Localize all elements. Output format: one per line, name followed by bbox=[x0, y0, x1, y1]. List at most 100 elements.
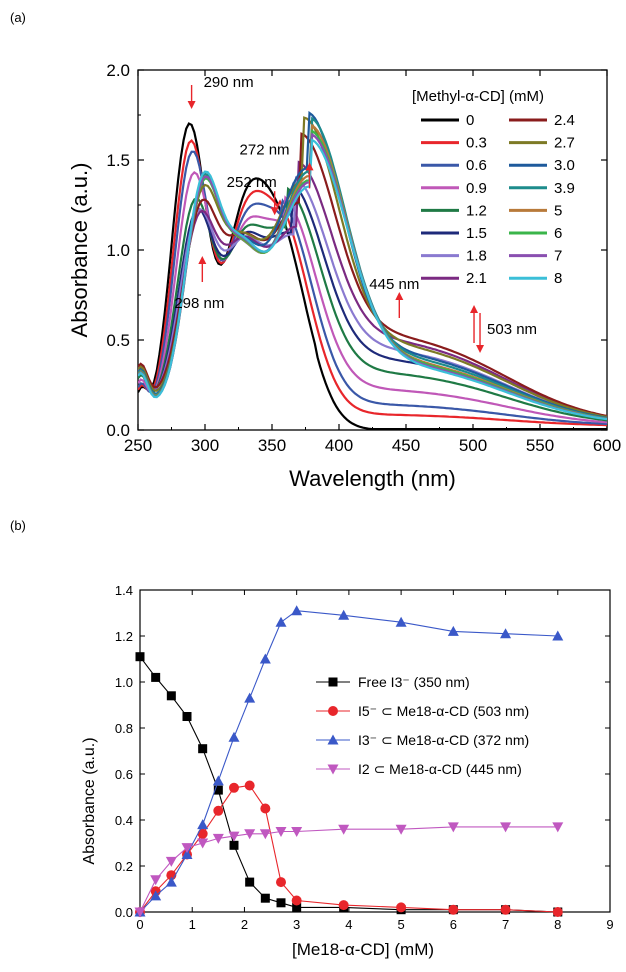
data-point bbox=[135, 652, 145, 662]
data-point bbox=[228, 831, 240, 842]
legend-title: [Methyl-α-CD] (mM) bbox=[412, 88, 544, 105]
data-point bbox=[500, 904, 511, 915]
x-tick-label: 0 bbox=[136, 917, 143, 932]
chart-a: 250 300 350 400 450 500 550 600 0.0 0.5 1.0 1.5 2.0 W… bbox=[67, 61, 621, 491]
data-point bbox=[291, 827, 303, 837]
spectrum-line-0.3 bbox=[138, 139, 607, 427]
annotation-arrowhead bbox=[198, 256, 207, 264]
legend-label: 6 bbox=[554, 225, 562, 242]
data-point bbox=[447, 625, 459, 636]
y-tick-label: 1.0 bbox=[106, 241, 130, 260]
data-point bbox=[260, 803, 271, 814]
annotation-arrowhead bbox=[187, 101, 196, 109]
data-point bbox=[213, 805, 224, 816]
y-tick-label: 0.4 bbox=[115, 813, 133, 828]
data-point bbox=[276, 898, 286, 908]
legend-label: 2.1 bbox=[466, 270, 487, 287]
x-tick-label: 9 bbox=[606, 917, 613, 932]
spectrum-line-5 bbox=[138, 123, 607, 420]
y-tick-label: 0.6 bbox=[115, 767, 133, 782]
y-tick-label: 0.0 bbox=[106, 421, 130, 440]
plot-frame bbox=[137, 69, 608, 431]
legend-swatch-marker bbox=[327, 764, 339, 775]
legend-label: 1.8 bbox=[466, 248, 487, 265]
data-point bbox=[165, 856, 177, 867]
x-tick-label: 600 bbox=[593, 436, 621, 455]
chart-b: 0 1 2 3 4 5 6 7 8 9 0.0 0.2 0.4 0.6 0.8 1.0 1.2 1.4 [Me18-… bbox=[81, 583, 614, 959]
data-point bbox=[213, 785, 223, 795]
data-point bbox=[291, 605, 303, 616]
x-axis-label: Wavelength (nm) bbox=[289, 466, 456, 491]
x-tick-label: 8 bbox=[554, 917, 561, 932]
y-tick-label: 1.4 bbox=[115, 583, 133, 598]
y-tick-label: 1.2 bbox=[115, 629, 133, 644]
legend-label: I2 ⊂ Me18-α-CD (445 nm) bbox=[358, 761, 522, 777]
data-point bbox=[151, 672, 161, 682]
x-tick-label: 400 bbox=[325, 436, 353, 455]
series-line-2 bbox=[139, 610, 558, 913]
data-point bbox=[244, 692, 256, 703]
data-point bbox=[291, 895, 302, 906]
y-tick-label: 0.8 bbox=[115, 721, 133, 736]
y-tick-label: 0.0 bbox=[115, 905, 133, 920]
legend-label: 0.3 bbox=[466, 135, 487, 152]
data-point bbox=[259, 653, 271, 664]
data-point bbox=[181, 849, 193, 859]
annotation-arrowhead bbox=[270, 207, 279, 216]
spectrum-line-2.7 bbox=[138, 116, 607, 418]
y-tick-label: 1.5 bbox=[106, 151, 130, 170]
y-tick-label: 0.2 bbox=[115, 859, 133, 874]
data-point bbox=[198, 744, 208, 754]
data-point bbox=[182, 712, 192, 721]
data-point bbox=[275, 616, 287, 627]
legend-label: 5 bbox=[554, 202, 562, 219]
data-point bbox=[396, 902, 407, 913]
data-point bbox=[552, 907, 563, 917]
legend-swatch-marker bbox=[328, 677, 338, 687]
legend-label: Free I3⁻ (350 nm) bbox=[358, 674, 470, 690]
data-point bbox=[181, 843, 193, 854]
data-point bbox=[338, 900, 349, 911]
legend-label: 1.2 bbox=[466, 202, 487, 219]
data-point bbox=[166, 691, 176, 701]
data-point bbox=[447, 822, 459, 833]
legend-label: 0.6 bbox=[466, 157, 487, 174]
annotation-arrowhead bbox=[470, 305, 479, 313]
annotation-arrowhead bbox=[395, 292, 404, 300]
x-axis-label: [Me18-α-CD] (mM) bbox=[292, 940, 434, 959]
data-point bbox=[165, 876, 177, 887]
data-point bbox=[276, 877, 286, 888]
data-point bbox=[212, 775, 224, 786]
data-point bbox=[150, 875, 162, 886]
x-tick-label: 4 bbox=[345, 917, 352, 932]
data-point bbox=[212, 833, 224, 844]
legend-swatch-marker bbox=[327, 734, 339, 745]
spectrum-line-8 bbox=[138, 138, 607, 421]
spectrum-line-2.1 bbox=[138, 160, 607, 418]
data-point bbox=[150, 890, 162, 901]
spectrum-line-3.9 bbox=[138, 116, 607, 420]
legend-label: 2.4 bbox=[554, 112, 575, 129]
annotation-label: 445 nm bbox=[369, 276, 419, 293]
legend-label: 0.9 bbox=[466, 180, 487, 197]
annotation-label: 272 nm bbox=[240, 141, 290, 158]
x-tick-label: 550 bbox=[526, 436, 554, 455]
legend-label: 3.9 bbox=[554, 180, 575, 197]
x-tick-label: 5 bbox=[397, 917, 404, 932]
x-tick-label: 1 bbox=[189, 917, 196, 932]
legend-label: 8 bbox=[554, 270, 562, 287]
spectrum-line-3.0 bbox=[138, 110, 607, 419]
data-point bbox=[197, 819, 209, 830]
annotation-arrowhead bbox=[305, 162, 314, 171]
data-point bbox=[338, 824, 350, 835]
data-point bbox=[197, 828, 208, 839]
annotation-arrowhead bbox=[476, 345, 485, 353]
data-point bbox=[292, 902, 302, 912]
data-point bbox=[395, 616, 407, 627]
plot-frame bbox=[139, 589, 611, 913]
legend-label: 2.7 bbox=[554, 135, 575, 152]
y-tick-label: 0.5 bbox=[106, 331, 130, 350]
data-point bbox=[228, 731, 240, 742]
